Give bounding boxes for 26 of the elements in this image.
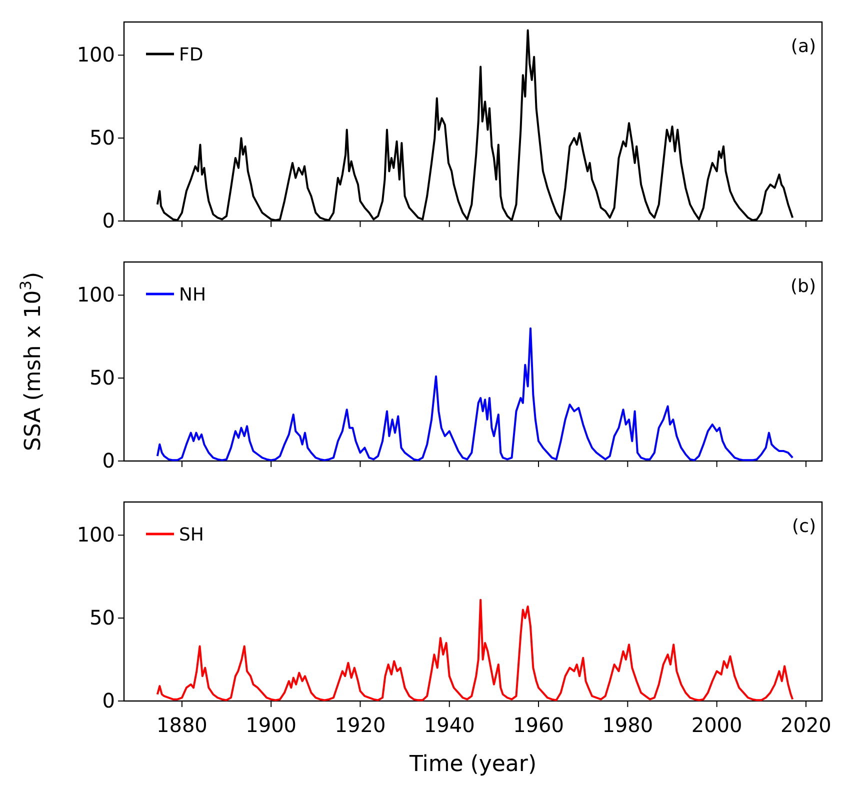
legend-label: NH — [179, 284, 206, 306]
y-tick-label: 0 — [102, 448, 115, 472]
x-tick-label: 1880 — [156, 713, 208, 737]
y-tick-label: 0 — [102, 688, 115, 712]
x-tick-label: 1920 — [334, 713, 386, 737]
x-tick-label: 2020 — [780, 713, 832, 737]
x-tick-label: 1940 — [424, 713, 475, 737]
y-tick-label: 50 — [90, 365, 115, 390]
y-tick-label: 0 — [102, 208, 115, 232]
annotation: (c) — [792, 516, 816, 537]
y-tick-label: 50 — [90, 605, 115, 630]
annotation: (b) — [790, 276, 816, 297]
x-tick-label: 1980 — [602, 713, 654, 737]
legend-label: FD — [179, 44, 204, 66]
x-tick-label: 2000 — [691, 713, 742, 737]
legend-label: SH — [179, 524, 204, 546]
x-tick-label: 1900 — [246, 713, 297, 737]
y-tick-label: 100 — [76, 282, 115, 307]
y-tick-label: 100 — [76, 522, 115, 547]
line-series — [156, 327, 794, 462]
x-tick-label: 1960 — [513, 713, 564, 737]
line-series — [156, 598, 794, 702]
y-tick-label: 50 — [90, 125, 115, 150]
y-tick-label: 100 — [76, 42, 115, 67]
x-axis-title: Time (year) — [408, 752, 537, 777]
annotation: (a) — [790, 36, 816, 57]
